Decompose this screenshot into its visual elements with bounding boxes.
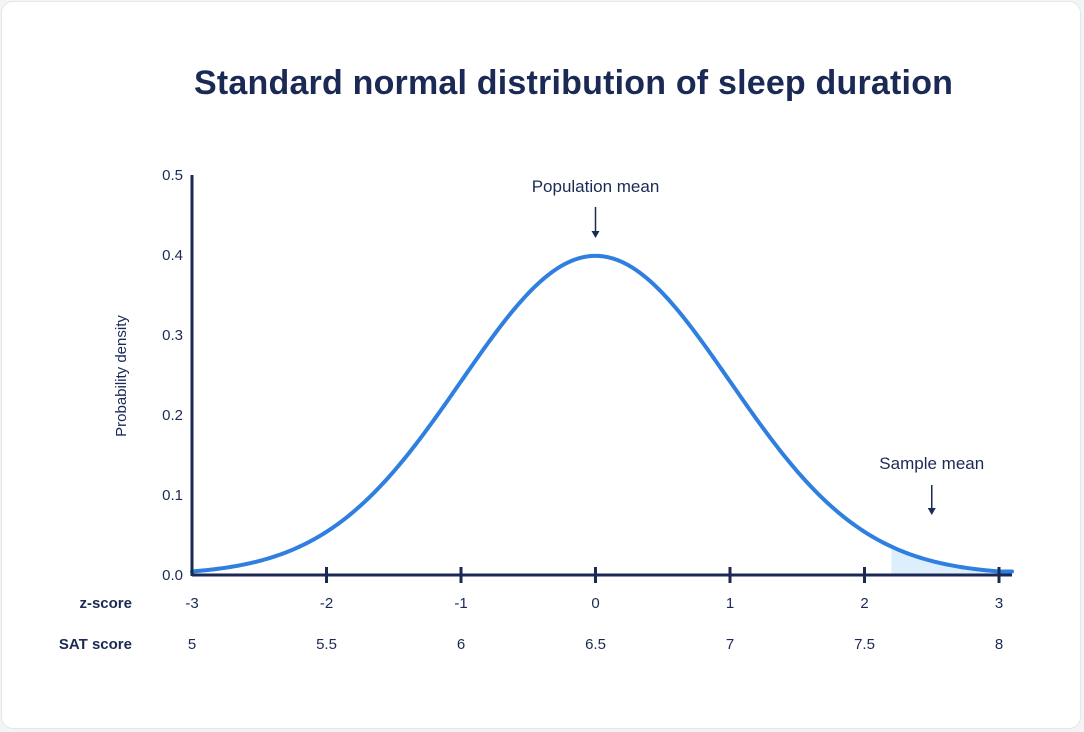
y-tick-label: 0.1 [162,487,183,504]
labels-layer: 0.0 0.1 0.2 0.3 0.4 0.5 z-score -3 -2 -1 0 1 2 3 SAT s… [59,167,1003,653]
x-tick-label: 0 [591,595,599,612]
y-tick-label: 0.0 [162,567,183,584]
x-tick-label: 7 [726,636,734,653]
annotation-layer: Population mean Sample mean [532,177,984,515]
x-row-label: SAT score [59,636,132,653]
x-tick-label: 5 [188,636,196,653]
x-tick-label: 7.5 [854,636,875,653]
x-tick-label: 5.5 [316,636,337,653]
y-tick-label: 0.2 [162,407,183,424]
x-tick-label: 6.5 [585,636,606,653]
x-tick-label: -3 [185,595,198,612]
x-tick-label: -1 [454,595,467,612]
density-curve [190,253,1014,574]
x-row-label: z-score [79,595,132,612]
annotation-arrow-head [591,231,600,238]
shade-layer [891,546,1012,575]
x-tick-label: 3 [995,595,1003,612]
x-tick-label: 8 [995,636,1003,653]
chart-title: Standard normal distribution of sleep du… [194,64,954,102]
annotation-label: Sample mean [879,454,984,473]
axes-layer [190,175,1012,583]
annotation-arrow-head [927,508,936,515]
shaded-tail-region [891,546,1012,575]
y-tick-label: 0.5 [162,167,183,184]
x-tick-label: 6 [457,636,465,653]
y-axis-title: Probability density [113,315,130,437]
annotation-label: Population mean [532,177,660,196]
x-tick-label: 1 [726,595,734,612]
y-tick-label: 0.4 [162,247,183,264]
curve-layer [190,253,1014,574]
x-tick-label: 2 [860,595,868,612]
x-tick-label: -2 [320,595,333,612]
y-tick-label: 0.3 [162,327,183,344]
